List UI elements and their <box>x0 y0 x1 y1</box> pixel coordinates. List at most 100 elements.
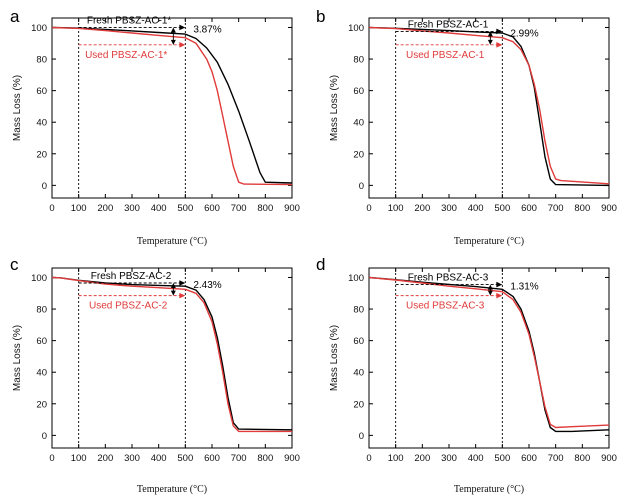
fresh-series-label: Fresh PBSZ-AC-1 <box>408 19 489 30</box>
x-tick-label: 200 <box>414 453 430 464</box>
y-axis-label: Mass Loss (%) <box>329 325 340 391</box>
used-arrowhead <box>496 292 503 299</box>
x-tick-label: 600 <box>521 203 537 214</box>
fresh-series-label: Fresh PBSZ-AC-1* <box>87 15 172 26</box>
x-tick-label: 400 <box>468 453 484 464</box>
x-tick-label: 0 <box>49 203 54 214</box>
y-tick-label: 20 <box>36 149 47 160</box>
x-tick-label: 0 <box>366 203 371 214</box>
used-series-line <box>368 26 610 185</box>
fresh-series-label: Fresh PBSZ-AC-2 <box>91 271 172 282</box>
x-tick-label: 200 <box>414 203 430 214</box>
x-tick-label: 700 <box>231 203 247 214</box>
y-tick-label: 60 <box>353 336 364 347</box>
y-tick-label: 100 <box>31 23 47 34</box>
x-tick-label: 500 <box>494 203 510 214</box>
x-tick-label: 0 <box>366 453 371 464</box>
x-tick-label: 900 <box>284 203 300 214</box>
plot-frame <box>51 267 293 449</box>
x-tick-label: 100 <box>388 203 404 214</box>
x-tick-label: 100 <box>388 453 404 464</box>
y-tick-label: 100 <box>348 23 364 34</box>
used-arrowhead <box>179 292 186 299</box>
x-tick-label: 100 <box>71 203 87 214</box>
delta-percentage-label: 2.99% <box>510 28 538 39</box>
y-tick-label: 0 <box>359 181 364 192</box>
y-tick-label: 40 <box>353 368 364 379</box>
y-tick-label: 100 <box>31 273 47 284</box>
x-tick-label: 600 <box>204 453 220 464</box>
y-tick-label: 100 <box>348 273 364 284</box>
delta-arrow-down <box>170 39 176 45</box>
x-tick-label: 300 <box>124 453 140 464</box>
y-tick-label: 80 <box>36 55 47 66</box>
panel-letter: c <box>10 255 19 274</box>
x-tick-label: 200 <box>97 453 113 464</box>
used-series-line <box>51 26 293 186</box>
y-tick-label: 0 <box>42 431 47 442</box>
x-tick-label: 400 <box>468 203 484 214</box>
y-axis-label: Mass Loss (%) <box>329 75 340 141</box>
used-arrowhead <box>496 42 503 48</box>
x-tick-label: 400 <box>151 203 167 214</box>
delta-arrow-down <box>487 290 493 296</box>
x-tick-label: 900 <box>601 453 617 464</box>
x-tick-label: 500 <box>177 453 193 464</box>
x-tick-label: 800 <box>574 453 590 464</box>
panel-letter: a <box>10 7 20 26</box>
delta-arrow-up <box>487 284 493 290</box>
y-tick-label: 40 <box>353 118 364 129</box>
delta-percentage-label: 3.87% <box>193 24 221 35</box>
fresh-arrowhead <box>179 280 186 286</box>
x-tick-label: 300 <box>441 453 457 464</box>
x-tick-label: 900 <box>284 453 300 464</box>
y-axis-label: Mass Loss (%) <box>12 325 23 391</box>
x-tick-label: 500 <box>494 453 510 464</box>
y-tick-label: 80 <box>353 305 364 316</box>
y-tick-label: 60 <box>36 86 47 97</box>
chart-panel-d: d 0 100 200 300 400 500 600 700 800 900 0 20 40 60 80 10… <box>316 255 617 495</box>
panel-letter: d <box>316 255 325 274</box>
x-axis-label: Temperature (°C) <box>137 484 207 495</box>
used-series-label: Used PBSZ-AC-1 <box>406 50 485 61</box>
y-tick-label: 20 <box>36 399 47 410</box>
y-axis-label: Mass Loss (%) <box>12 75 23 141</box>
delta-arrow-down <box>487 39 493 45</box>
x-tick-label: 800 <box>257 203 273 214</box>
x-tick-label: 800 <box>574 203 590 214</box>
delta-arrow-up <box>170 27 176 33</box>
fresh-series-line <box>368 276 610 433</box>
x-axis-label: Temperature (°C) <box>137 236 207 247</box>
delta-arrow-down <box>170 290 176 296</box>
fresh-series-line <box>51 26 293 184</box>
chart-panel-a: a 0 100 200 300 400 500 600 700 800 900 0 20 40 60 80 10… <box>10 7 300 247</box>
chart-panel-b: b 0 100 200 300 400 500 600 700 800 900 0 20 40 60 80 10… <box>316 7 617 247</box>
used-series-label: Used PBSZ-AC-3 <box>406 301 485 312</box>
delta-arrow-up <box>487 31 493 37</box>
delta-percentage-label: 1.31% <box>510 282 538 293</box>
used-series-line <box>368 276 610 429</box>
panel-letter: b <box>316 7 325 26</box>
used-series-label: Used PBSZ-AC-1* <box>85 50 167 61</box>
fresh-series-label: Fresh PBSZ-AC-3 <box>408 273 489 284</box>
used-arrowhead <box>179 42 186 48</box>
x-tick-label: 600 <box>521 453 537 464</box>
plot-frame <box>368 267 610 449</box>
x-tick-label: 300 <box>124 203 140 214</box>
used-series-line <box>51 276 292 433</box>
x-tick-label: 800 <box>257 453 273 464</box>
y-tick-label: 80 <box>36 305 47 316</box>
x-axis-label: Temperature (°C) <box>454 484 524 495</box>
fresh-arrowhead <box>496 28 503 35</box>
y-tick-label: 0 <box>42 181 47 192</box>
y-tick-label: 60 <box>353 86 364 97</box>
plot-frame <box>368 17 610 199</box>
x-tick-label: 600 <box>204 203 220 214</box>
fresh-arrowhead <box>179 24 186 31</box>
x-axis-label: Temperature (°C) <box>454 236 524 247</box>
x-tick-label: 400 <box>151 453 167 464</box>
x-tick-label: 700 <box>548 203 564 214</box>
chart-panel-c: c 0 100 200 300 400 500 600 700 800 900 0 20 40 60 80 10… <box>10 255 300 495</box>
x-tick-label: 700 <box>231 453 247 464</box>
